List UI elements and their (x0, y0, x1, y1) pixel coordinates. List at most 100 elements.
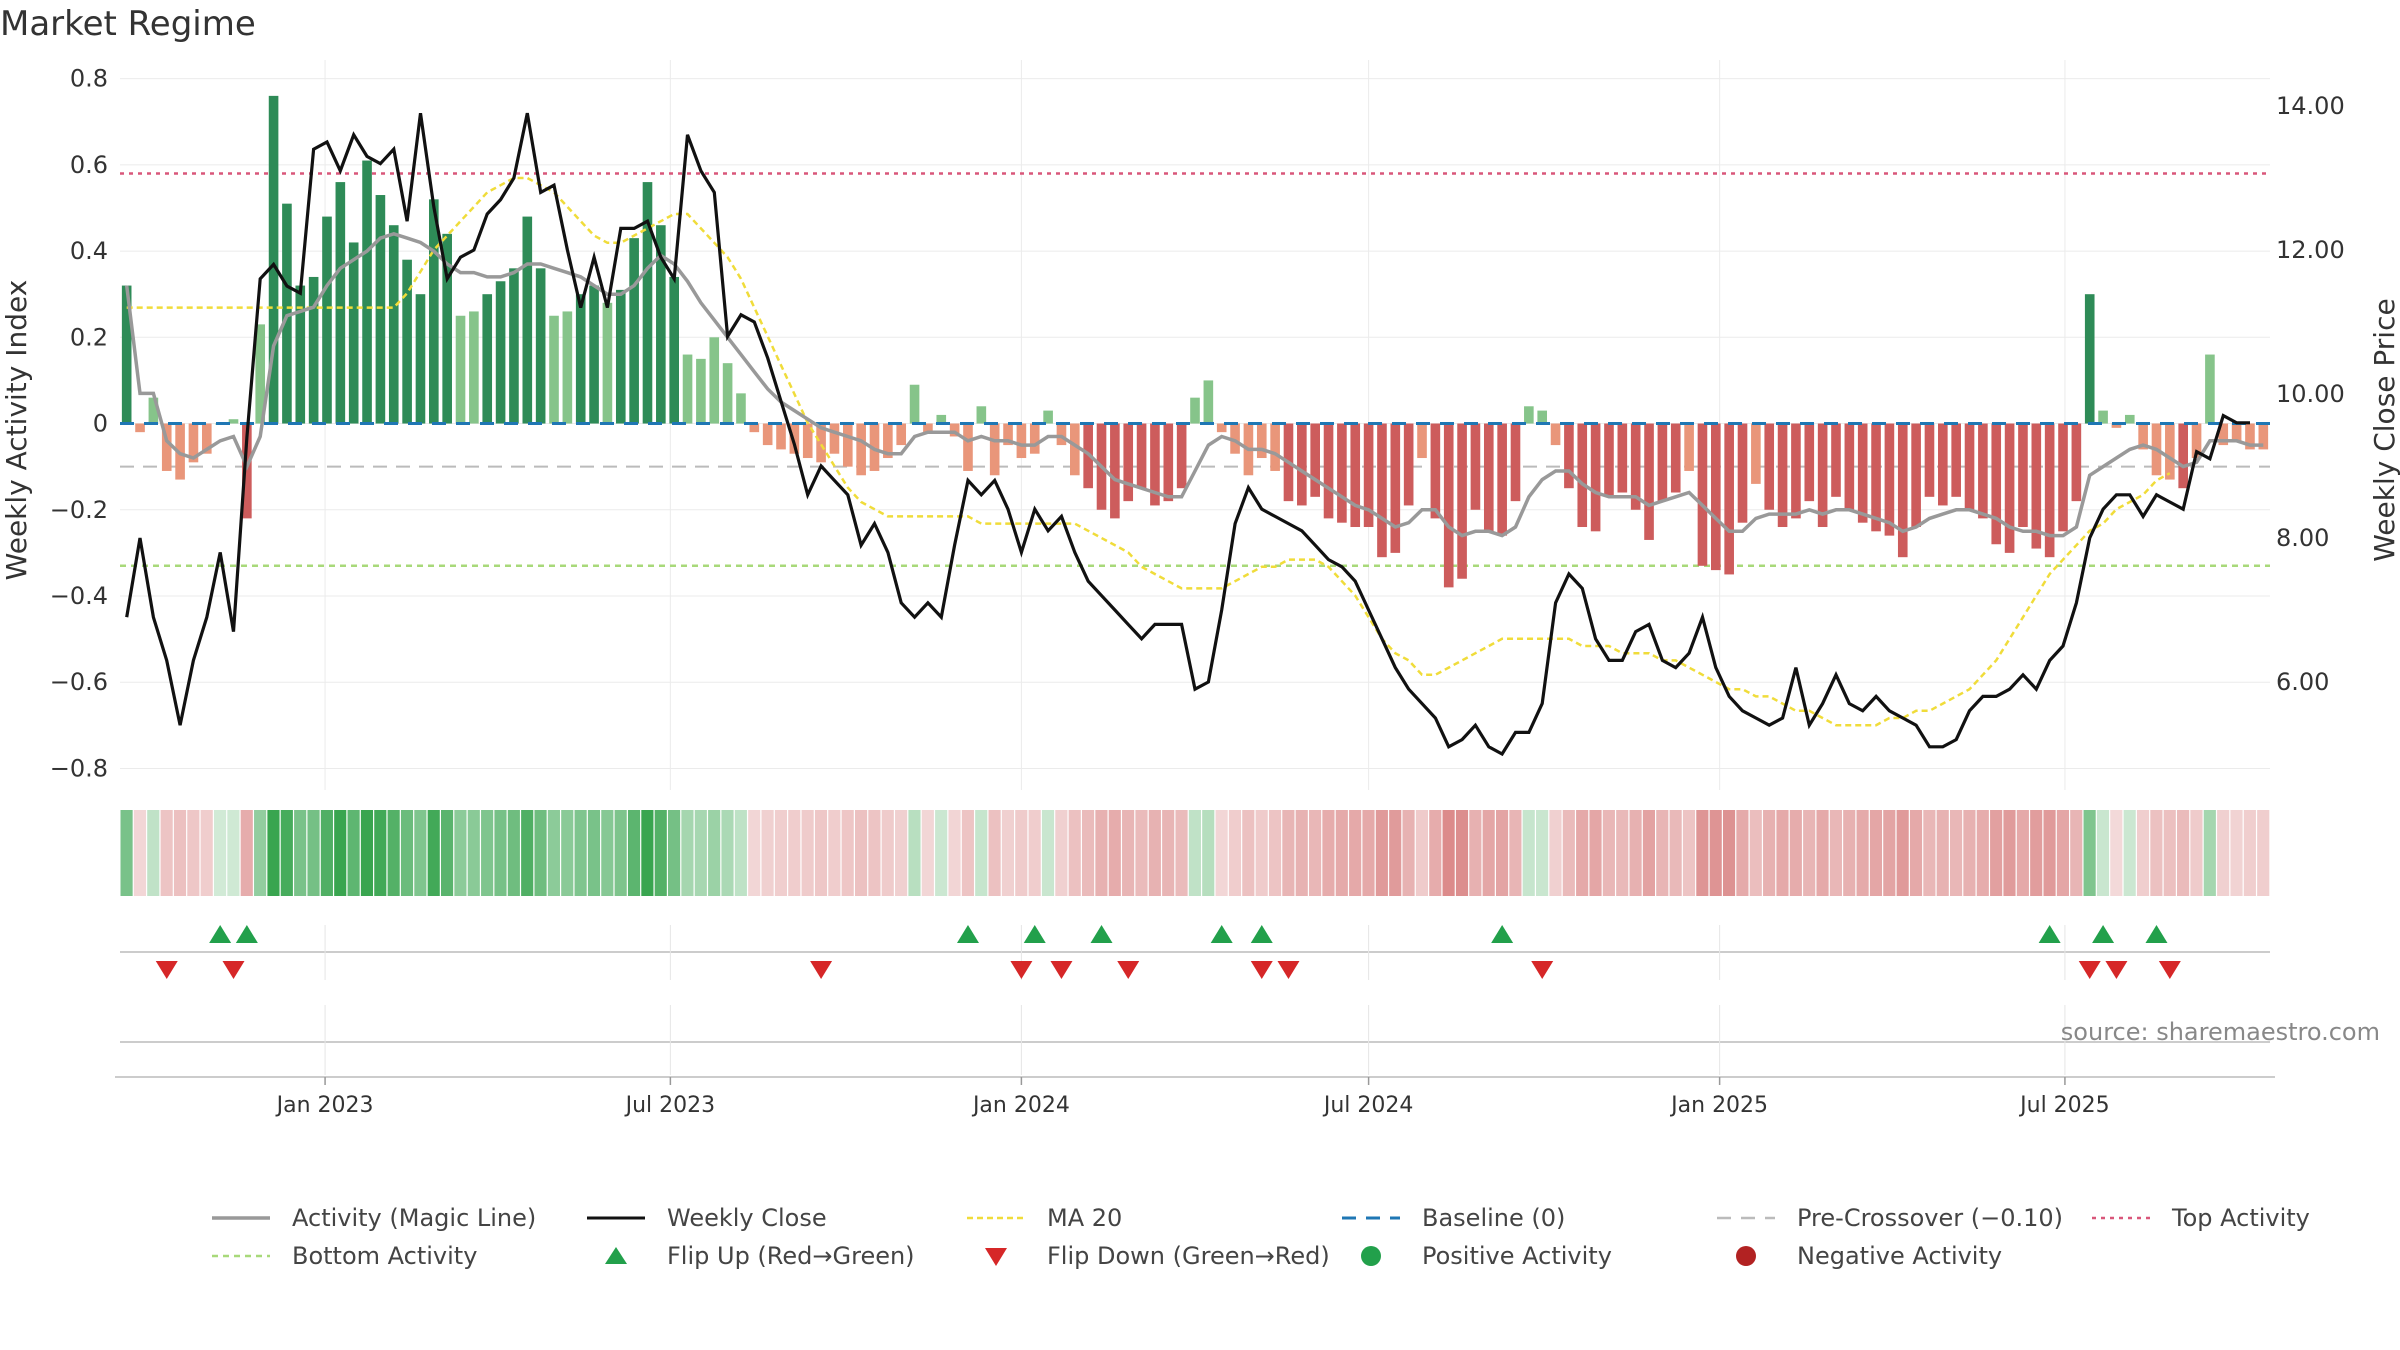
regime-cell-12 (280, 810, 293, 896)
regime-cell-130 (1856, 810, 1869, 896)
regime-cell-84 (1242, 810, 1255, 896)
regime-cell-151 (2136, 810, 2150, 896)
activity-bar-120 (1724, 423, 1734, 575)
activity-bar-35 (589, 285, 599, 424)
activity-bar-13 (295, 285, 306, 424)
regime-cell-118 (1696, 810, 1709, 896)
regime-cell-104 (1509, 810, 1522, 896)
regime-cell-37 (614, 810, 627, 896)
regime-cell-70 (1055, 810, 1068, 896)
activity-bar-160 (2258, 423, 2269, 450)
activity-bar-76 (1136, 423, 1147, 489)
activity-bar-147 (2084, 294, 2095, 424)
activity-bar-159 (2245, 423, 2255, 450)
activity-bar-94 (1377, 423, 1387, 558)
regime-cell-97 (1415, 810, 1428, 896)
activity-bar-151 (2138, 423, 2148, 450)
activity-bar-92 (1350, 423, 1361, 528)
regime-cell-100 (1455, 810, 1469, 896)
regime-cell-138 (1963, 810, 1976, 896)
activity-bar-121 (1737, 423, 1748, 523)
activity-bar-124 (1777, 423, 1788, 528)
regime-cell-30 (521, 810, 534, 896)
activity-bar-3 (161, 423, 172, 471)
activity-bar-24 (442, 233, 452, 424)
activity-bar-106 (1537, 410, 1548, 424)
flip-down-marker-0 (155, 961, 178, 979)
flip-up-marker-4 (1090, 925, 1113, 943)
activity-bar-45 (722, 363, 733, 424)
activity-bar-31 (535, 268, 546, 424)
activity-bar-98 (1430, 423, 1441, 519)
regime-cell-135 (1923, 810, 1936, 896)
activity-bar-153 (2165, 423, 2175, 480)
regime-cell-45 (721, 810, 734, 896)
regime-cell-55 (854, 810, 868, 896)
flip-down-marker-9 (2078, 961, 2101, 979)
right-tick-label-4: 6.00 (2276, 668, 2329, 696)
regime-cell-75 (1122, 810, 1135, 896)
ma20-line (126, 176, 2171, 727)
legend-item-flipdown: Flip Down (Green→Red) (965, 1238, 1330, 1274)
regime-cell-90 (1322, 810, 1335, 896)
flip-down-marker-3 (1010, 961, 1033, 979)
regime-cell-17 (347, 810, 360, 896)
regime-cell-149 (2110, 810, 2123, 896)
left-tick-label-1: 0.6 (70, 151, 108, 179)
flip-up-marker-5 (1210, 925, 1233, 943)
activity-bar-67 (1016, 423, 1027, 459)
activity-bar-49 (776, 423, 786, 450)
regime-cell-4 (173, 810, 187, 896)
regime-cell-0 (120, 810, 133, 896)
regime-cell-50 (788, 810, 801, 896)
regime-cell-47 (748, 810, 761, 896)
left-tick-label-2: 0.4 (70, 237, 108, 265)
regime-cell-145 (2056, 810, 2069, 896)
regime-cell-39 (641, 810, 654, 896)
regime-cell-34 (574, 810, 587, 896)
activity-bar-2 (148, 397, 159, 424)
regime-cell-56 (868, 810, 881, 896)
activity-bar-116 (1670, 423, 1681, 493)
regime-cell-103 (1495, 810, 1509, 896)
activity-bar-23 (429, 199, 439, 424)
source-note: source: sharemaestro.com (2061, 1018, 2380, 1046)
legend-swatch-close (587, 1216, 645, 1220)
flip-down-marker-10 (2105, 961, 2128, 979)
regime-cell-141 (2003, 810, 2016, 896)
legend-swatch-pos (1361, 1246, 1381, 1266)
regime-cell-60 (921, 810, 934, 896)
activity-bar-42 (682, 354, 693, 424)
activity-bar-100 (1457, 423, 1467, 579)
activity-bar-125 (1791, 423, 1801, 519)
legend-item-ma20: MA 20 (965, 1200, 1122, 1236)
activity-bar-155 (2191, 423, 2202, 459)
activity-bar-138 (1964, 423, 1975, 510)
regime-cell-77 (1148, 810, 1161, 896)
activity-bar-62 (949, 423, 960, 437)
activity-bar-135 (1924, 423, 1935, 497)
legend-label-magic: Activity (Magic Line) (292, 1204, 537, 1232)
x-tick-label-5: Jul 2025 (2018, 1093, 2110, 1118)
regime-cell-83 (1228, 810, 1242, 896)
regime-cell-144 (2043, 810, 2056, 896)
activity-bar-85 (1256, 423, 1267, 459)
activity-bar-32 (549, 315, 559, 424)
activity-bar-26 (469, 311, 479, 424)
regime-cell-121 (1736, 810, 1749, 896)
regime-cell-15 (320, 810, 333, 896)
legend-item-close: Weekly Close (585, 1200, 827, 1236)
regime-cell-61 (935, 810, 948, 896)
regime-cell-142 (2016, 810, 2029, 896)
activity-bar-103 (1497, 423, 1507, 536)
activity-bar-48 (762, 423, 773, 446)
activity-bar-133 (1897, 423, 1908, 558)
regime-cell-122 (1749, 810, 1762, 896)
activity-bar-61 (936, 414, 947, 424)
regime-cell-99 (1442, 810, 1455, 896)
regime-cell-13 (294, 810, 307, 896)
activity-bar-60 (923, 423, 933, 433)
activity-bar-113 (1630, 423, 1641, 510)
activity-bar-25 (455, 315, 466, 424)
regime-cell-91 (1335, 810, 1348, 896)
